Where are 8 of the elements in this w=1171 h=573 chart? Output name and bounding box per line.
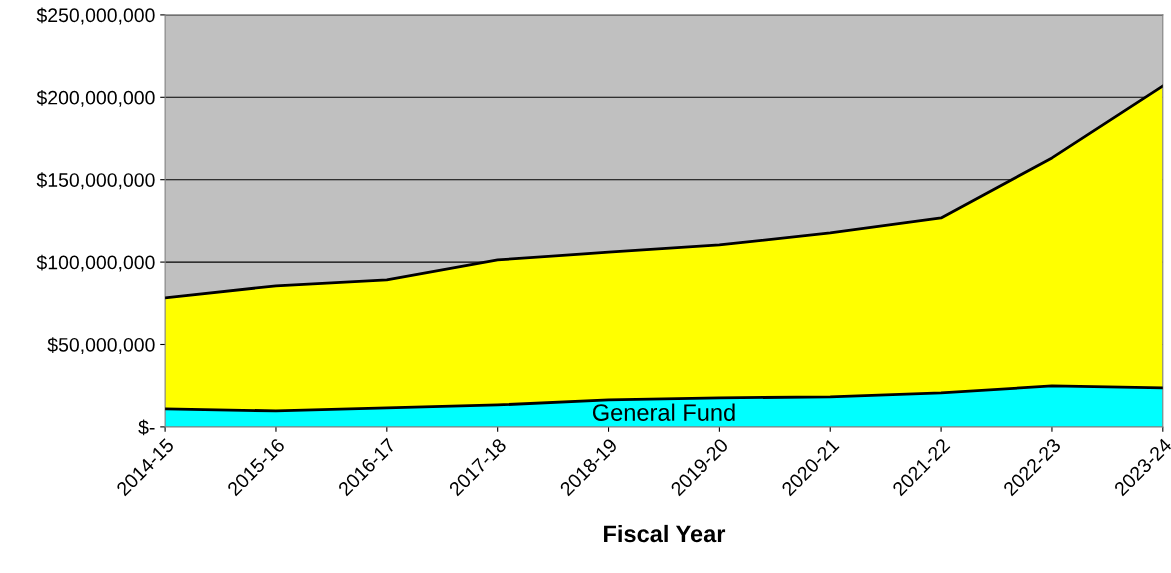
y-tick-label: $150,000,000 [36, 172, 155, 190]
y-tick-label: $250,000,000 [36, 7, 155, 25]
y-tick-label: $- [138, 419, 155, 436]
y-tick-label: $200,000,000 [36, 89, 155, 107]
series-label: General Fund [592, 403, 735, 421]
y-tick-label: $100,000,000 [36, 254, 155, 272]
y-tick-label: $50,000,000 [47, 337, 155, 355]
x-axis-title: Fiscal Year [604, 524, 726, 543]
